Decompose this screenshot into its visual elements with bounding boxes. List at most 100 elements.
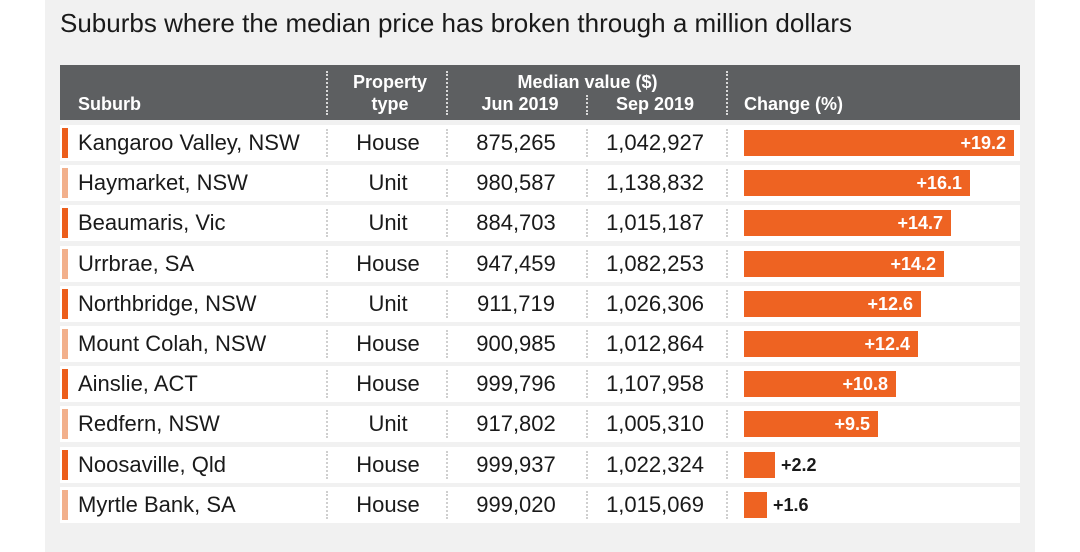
change-label: +12.6 — [867, 294, 913, 314]
row-accent — [62, 490, 68, 520]
cell-sep-2019: 1,138,832 — [606, 170, 704, 195]
cell-suburb: Urrbrae, SA — [78, 251, 195, 276]
cell-sep-2019: 1,026,306 — [606, 291, 704, 316]
table-row: Urrbrae, SA House 947,459 1,082,253 +14.2 — [60, 246, 1020, 282]
table-row: Northbridge, NSW Unit 911,719 1,026,306 +12.… — [60, 286, 1020, 322]
cell-suburb: Northbridge, NSW — [78, 291, 257, 316]
column-separator — [446, 250, 448, 278]
change-label: +16.1 — [916, 173, 962, 193]
cell-sep-2019: 1,005,310 — [606, 411, 704, 436]
table-row: Noosaville, Qld House 999,937 1,022,324 +2.2 — [60, 447, 1020, 483]
change-bar — [744, 492, 767, 518]
change-label: +2.2 — [781, 455, 817, 475]
change-bar — [744, 251, 944, 277]
column-separator — [586, 330, 588, 358]
change-label: +9.5 — [834, 414, 870, 434]
cell-sep-2019: 1,015,187 — [606, 210, 704, 235]
cell-property-type: Unit — [368, 170, 408, 195]
change-bar — [744, 371, 896, 397]
change-label: +12.4 — [864, 334, 910, 354]
column-separator — [446, 169, 448, 197]
change-label: +1.6 — [773, 495, 809, 515]
column-separator — [726, 129, 728, 157]
row-accent — [62, 289, 68, 319]
cell-sep-2019: 1,012,864 — [606, 331, 704, 356]
table-row: Haymarket, NSW Unit 980,587 1,138,832 +16.1 — [60, 165, 1020, 201]
row-accent — [62, 450, 68, 480]
column-separator — [326, 209, 328, 237]
table-header: Suburb Property type Median value ($) Ju… — [60, 65, 1020, 120]
column-separator — [446, 209, 448, 237]
change-bar — [744, 331, 918, 357]
change-label: +14.7 — [897, 213, 943, 233]
cell-property-type: Unit — [368, 291, 408, 316]
cell-jun-2019: 999,020 — [476, 492, 556, 517]
column-separator — [326, 129, 328, 157]
column-separator — [586, 209, 588, 237]
cell-jun-2019: 980,587 — [476, 170, 556, 195]
header-separator — [446, 71, 448, 115]
row-accent — [62, 329, 68, 359]
header-suburb: Suburb — [78, 94, 141, 114]
header-separator — [726, 71, 728, 115]
cell-suburb: Haymarket, NSW — [78, 170, 248, 195]
cell-property-type: House — [356, 492, 420, 517]
cell-jun-2019: 947,459 — [476, 251, 556, 276]
column-separator — [726, 410, 728, 438]
cell-property-type: House — [356, 331, 420, 356]
table-row: Mount Colah, NSW House 900,985 1,012,864 +12… — [60, 326, 1020, 362]
column-separator — [586, 169, 588, 197]
change-bar — [744, 130, 1014, 156]
cell-suburb: Beaumaris, Vic — [78, 210, 226, 235]
header-separator — [586, 95, 588, 115]
column-separator — [326, 491, 328, 519]
change-bar — [744, 170, 970, 196]
column-separator — [326, 370, 328, 398]
column-separator — [446, 491, 448, 519]
change-bar — [744, 411, 878, 437]
header-property-type: Property type — [352, 72, 428, 114]
cell-sep-2019: 1,107,958 — [606, 371, 704, 396]
header-median-value: Median value ($) — [517, 72, 658, 92]
cell-suburb: Noosaville, Qld — [78, 452, 226, 477]
chart-title: Suburbs where the median price has broke… — [60, 8, 852, 38]
header-jun-2019: Jun 2019 — [481, 94, 559, 114]
row-accent — [62, 168, 68, 198]
header-change: Change (%) — [744, 94, 843, 114]
cell-jun-2019: 917,802 — [476, 411, 556, 436]
cell-suburb: Kangaroo Valley, NSW — [78, 130, 300, 155]
table-row: Redfern, NSW Unit 917,802 1,005,310 +9.5 — [60, 406, 1020, 442]
column-separator — [326, 290, 328, 318]
header-sep-2019: Sep 2019 — [615, 94, 695, 114]
table-row: Kangaroo Valley, NSW House 875,265 1,042,92… — [60, 125, 1020, 161]
column-separator — [446, 129, 448, 157]
cell-suburb: Redfern, NSW — [78, 411, 220, 436]
change-label: +14.2 — [890, 254, 936, 274]
cell-suburb: Mount Colah, NSW — [78, 331, 267, 356]
cell-suburb: Myrtle Bank, SA — [78, 492, 236, 517]
column-separator — [326, 410, 328, 438]
header-separator — [326, 71, 328, 115]
cell-property-type: Unit — [368, 210, 408, 235]
column-separator — [726, 250, 728, 278]
row-accent — [62, 409, 68, 439]
column-separator — [586, 290, 588, 318]
column-separator — [726, 370, 728, 398]
column-separator — [586, 451, 588, 479]
cell-sep-2019: 1,042,927 — [606, 130, 704, 155]
cell-property-type: House — [356, 251, 420, 276]
column-separator — [726, 169, 728, 197]
change-label: +10.8 — [842, 374, 888, 394]
cell-jun-2019: 875,265 — [476, 130, 556, 155]
cell-property-type: House — [356, 371, 420, 396]
column-separator — [726, 290, 728, 318]
row-accent — [62, 128, 68, 158]
table-row: Beaumaris, Vic Unit 884,703 1,015,187 +14.7 — [60, 205, 1020, 241]
cell-jun-2019: 911,719 — [477, 291, 555, 316]
column-separator — [326, 330, 328, 358]
column-separator — [726, 209, 728, 237]
column-separator — [446, 410, 448, 438]
change-bar — [744, 452, 775, 478]
column-separator — [586, 129, 588, 157]
table-body: Kangaroo Valley, NSW House 875,265 1,042,92… — [60, 125, 1020, 527]
